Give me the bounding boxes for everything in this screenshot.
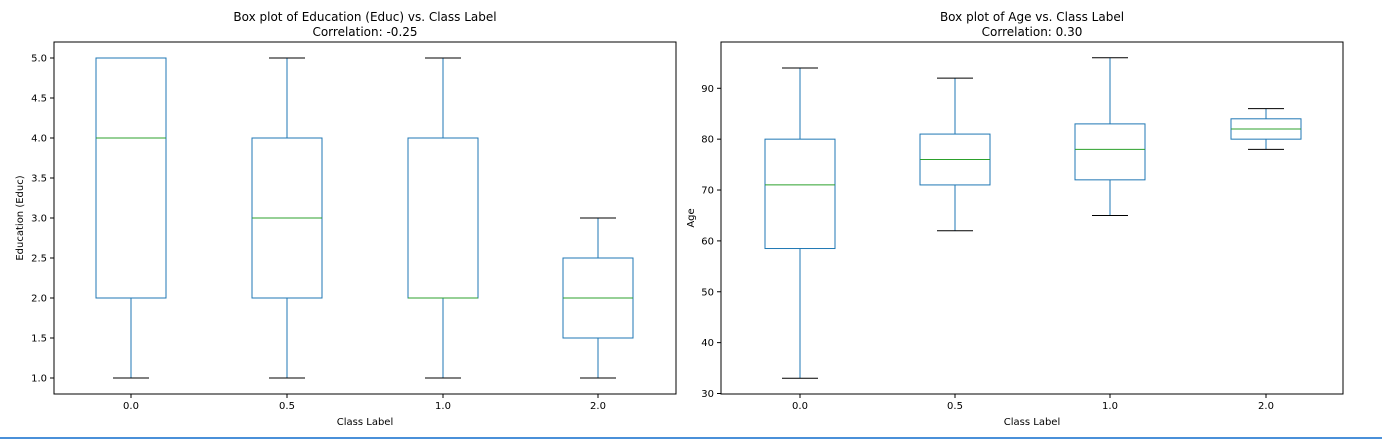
age-x-tick-label: 1.0: [1102, 401, 1118, 412]
education-chart-title: Box plot of Education (Educ) vs. Class L…: [233, 10, 496, 24]
age-y-axis-label: Age: [686, 208, 697, 227]
age-y-tick-label: 80: [701, 135, 714, 146]
education-y-tick-label: 2.0: [31, 294, 47, 305]
education-x-tick-label: 0.0: [123, 401, 139, 412]
education-box-0.0: [95, 57, 167, 379]
education-y-tick-label: 1.5: [31, 334, 47, 345]
age-chart-title: Box plot of Age vs. Class Label: [940, 10, 1124, 24]
age-y-tick-label: 30: [701, 389, 714, 400]
age-x-axis-label: Class Label: [1004, 417, 1060, 428]
education-box-0.5: [251, 57, 323, 379]
education-boxplot-panel: Box plot of Education (Educ) vs. Class L…: [15, 10, 677, 428]
age-axes-frame: [720, 41, 1344, 395]
education-y-tick-label: 3.5: [31, 174, 47, 185]
age-y-tick-label: 60: [701, 236, 714, 247]
education-y-tick-label: 4.0: [31, 134, 47, 145]
education-y-tick-label: 2.5: [31, 254, 47, 265]
age-y-tick-label: 40: [701, 338, 714, 349]
education-x-tick-label: 1.0: [435, 401, 451, 412]
age-box-1.0: [1074, 57, 1146, 216]
iqr-box: [764, 138, 836, 250]
age-x-tick-label: 0.0: [792, 401, 808, 412]
age-boxplot-panel: Box plot of Age vs. Class Label Correlat…: [686, 10, 1344, 428]
education-box-1.0: [407, 57, 479, 379]
age-y-tick-label: 50: [701, 287, 714, 298]
age-y-tick-label: 70: [701, 186, 714, 197]
education-box-2.0: [562, 217, 634, 379]
age-x-tick-label: 0.5: [947, 401, 963, 412]
age-box-2.0: [1230, 108, 1302, 150]
education-y-tick-label: 5.0: [31, 54, 47, 65]
iqr-box: [1074, 123, 1146, 181]
education-x-tick-label: 0.5: [279, 401, 295, 412]
age-x-tick-label: 2.0: [1258, 401, 1274, 412]
education-y-tick-label: 1.0: [31, 374, 47, 385]
education-x-tick-label: 2.0: [590, 401, 606, 412]
age-y-tick-label: 90: [701, 84, 714, 95]
education-y-tick-label: 4.5: [31, 94, 47, 105]
age-box-0.5: [919, 77, 991, 232]
age-box-0.0: [764, 67, 836, 379]
education-y-tick-label: 3.0: [31, 214, 47, 225]
iqr-box: [407, 137, 479, 299]
bottom-divider: [0, 437, 1382, 439]
age-chart-subtitle: Correlation: 0.30: [982, 25, 1083, 39]
education-y-axis-label: Education (Educ): [15, 175, 26, 260]
iqr-box: [95, 57, 167, 299]
education-x-axis-label: Class Label: [337, 417, 393, 428]
education-chart-subtitle: Correlation: -0.25: [312, 25, 417, 39]
